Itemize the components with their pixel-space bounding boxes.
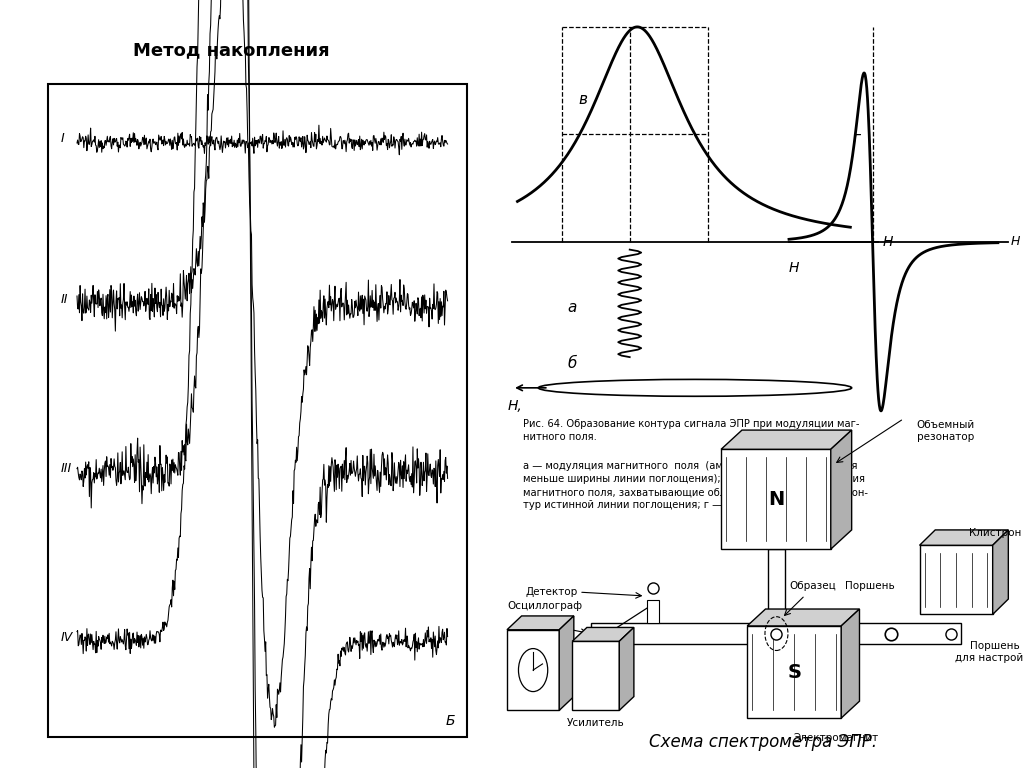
Text: Клистрон: Клистрон	[969, 528, 1022, 538]
Bar	[647, 600, 659, 623]
Circle shape	[518, 648, 548, 691]
Polygon shape	[572, 641, 620, 710]
Polygon shape	[507, 630, 559, 710]
Text: а: а	[567, 300, 577, 315]
Text: Электромагнит: Электромагнит	[794, 733, 879, 743]
Ellipse shape	[539, 379, 852, 396]
Polygon shape	[920, 545, 992, 614]
Text: Поршень
для настройки: Поршень для настройки	[954, 641, 1024, 663]
Bar	[768, 549, 784, 623]
Text: Детектор: Детектор	[525, 587, 578, 598]
Text: Образец: Образец	[790, 581, 837, 591]
Text: Осциллограф: Осциллограф	[507, 601, 582, 611]
Polygon shape	[721, 430, 852, 449]
Text: а — модуляция магнитного  поля  (амплитуда  колебаний поля
меньше ширины линии п: а — модуляция магнитного поля (амплитуда…	[522, 461, 867, 511]
Text: Поршень: Поршень	[845, 581, 895, 591]
Text: Объемный
резонатор: Объемный резонатор	[916, 420, 975, 442]
Polygon shape	[721, 449, 830, 549]
Polygon shape	[748, 609, 859, 626]
Polygon shape	[572, 627, 634, 641]
Text: Метод накопления: Метод накопления	[133, 41, 330, 59]
Text: Н: Н	[883, 235, 893, 249]
Text: Н: Н	[790, 261, 800, 275]
Text: Б: Б	[445, 714, 455, 728]
Text: I: I	[60, 132, 63, 144]
Polygon shape	[841, 609, 859, 718]
Text: Схема спектрометра ЭПР.: Схема спектрометра ЭПР.	[649, 733, 877, 751]
Polygon shape	[992, 530, 1009, 614]
Text: Усилитель: Усилитель	[567, 718, 625, 728]
Polygon shape	[920, 530, 1009, 545]
Polygon shape	[620, 627, 634, 710]
Text: Н,: Н,	[508, 399, 522, 413]
Polygon shape	[830, 430, 852, 549]
Bar	[48, 84, 467, 737]
Text: II: II	[60, 293, 68, 306]
Text: IV: IV	[60, 631, 73, 644]
Text: Волновод: Волновод	[516, 624, 569, 635]
Text: Рис. 64. Образование контура сигнала ЭПР при модуляции маг-
нитного поля.: Рис. 64. Образование контура сигнала ЭПР…	[522, 419, 859, 442]
Text: Н: Н	[1011, 236, 1020, 248]
Text: N: N	[768, 490, 784, 508]
Text: б: б	[567, 356, 577, 371]
Polygon shape	[559, 616, 573, 710]
Polygon shape	[748, 626, 841, 718]
Text: в: в	[579, 92, 587, 108]
Text: г: г	[853, 131, 861, 146]
Polygon shape	[507, 616, 573, 630]
Text: S: S	[787, 663, 801, 681]
Text: III: III	[60, 462, 72, 475]
Bar	[591, 623, 962, 644]
